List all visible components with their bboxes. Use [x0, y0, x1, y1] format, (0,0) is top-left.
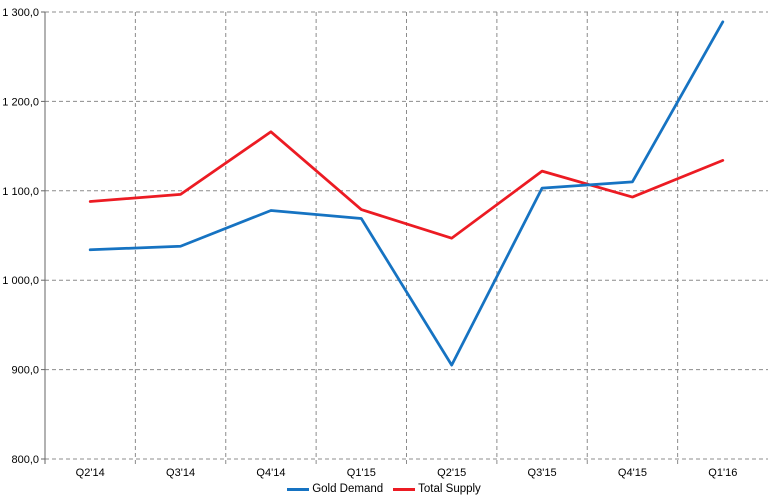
legend: Gold Demand Total Supply	[0, 483, 768, 495]
legend-item-gold-demand: Gold Demand	[287, 483, 383, 495]
x-tick-label: Q1'16	[708, 467, 737, 479]
legend-label-total-supply: Total Supply	[418, 483, 481, 495]
y-tick-label: 1 300,0	[2, 7, 39, 19]
legend-line-swatch-total-supply	[393, 487, 416, 491]
legend-item-total-supply: Total Supply	[393, 483, 481, 495]
series-line-total-supply	[88, 130, 725, 240]
x-tick-label: Q4'14	[256, 467, 285, 479]
y-tick-label: 900,0	[11, 365, 39, 377]
legend-label-gold-demand: Gold Demand	[312, 483, 384, 495]
x-tick-label: Q2'15	[437, 467, 466, 479]
y-tick-label: 1 100,0	[2, 186, 39, 198]
y-tick-label: 800,0	[11, 454, 39, 466]
x-tick-label: Q1'15	[347, 467, 376, 479]
series-line-gold-demand	[88, 20, 725, 367]
y-tick-label: 1 000,0	[2, 275, 39, 287]
x-tick-label: Q3'15	[528, 467, 557, 479]
legend-line-swatch-gold-demand	[287, 487, 310, 491]
x-tick-label: Q4'15	[618, 467, 647, 479]
x-tick-label: Q2'14	[76, 467, 105, 479]
y-tick-label: 1 200,0	[2, 96, 39, 108]
x-tick-label: Q3'14	[166, 467, 195, 479]
